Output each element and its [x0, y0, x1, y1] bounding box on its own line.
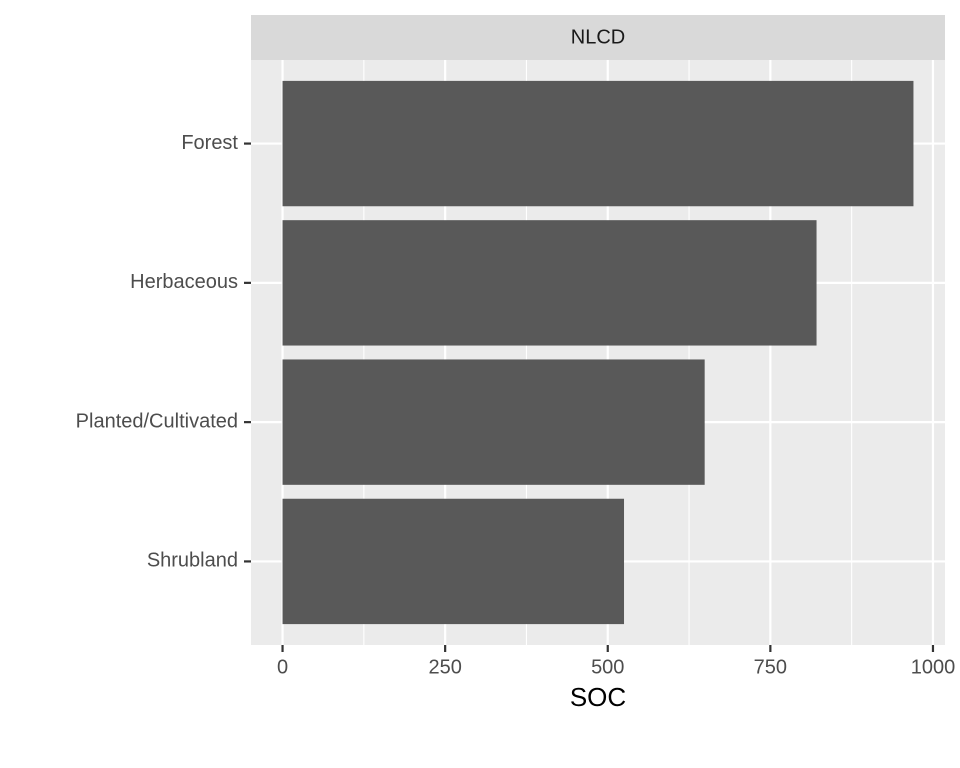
- y-tick-label: Forest: [181, 132, 238, 154]
- bar: [282, 359, 705, 485]
- marks: [282, 80, 914, 625]
- y-tick-label: Planted/Cultivated: [76, 410, 238, 432]
- bar: [282, 498, 625, 625]
- facet-label: NLCD: [571, 26, 625, 48]
- y-tick-label: Shrubland: [147, 550, 238, 572]
- x-tick-label: 250: [428, 656, 461, 678]
- bar: [282, 220, 817, 346]
- x-tick-label: 500: [591, 656, 624, 678]
- x-axis-title: SOC: [570, 682, 626, 712]
- y-tick-label: Herbaceous: [130, 271, 238, 293]
- x-tick-label: 750: [754, 656, 787, 678]
- bar: [282, 80, 914, 207]
- facet-strip: [251, 15, 945, 60]
- x-tick-label: 0: [277, 656, 288, 678]
- x-tick-label: 1000: [911, 656, 956, 678]
